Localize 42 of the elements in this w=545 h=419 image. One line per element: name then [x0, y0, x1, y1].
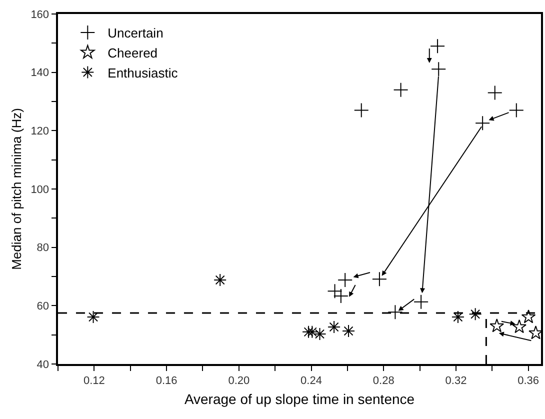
- point: [354, 102, 369, 118]
- point: [313, 327, 326, 340]
- x-tick-label: 0.12: [83, 374, 105, 387]
- point: [521, 310, 536, 324]
- point: [342, 324, 356, 338]
- point: [487, 85, 502, 100]
- x-tick-label: 0.28: [372, 374, 394, 387]
- point: [490, 318, 504, 332]
- point: [372, 272, 387, 287]
- point: [430, 38, 446, 54]
- y-tick-label: 80: [36, 242, 50, 254]
- point: [451, 310, 464, 324]
- y-axis-title: Median of pitch minima (Hz): [9, 108, 24, 270]
- point: [302, 325, 316, 338]
- point: [338, 272, 353, 288]
- y-tick-label: 120: [30, 126, 50, 138]
- x-tick-label: 0.20: [228, 374, 250, 387]
- point: [393, 82, 408, 98]
- y-tick-label: 140: [30, 67, 50, 80]
- y-tick-label: 100: [30, 184, 50, 196]
- legend-label: Cheered: [108, 45, 158, 60]
- x-tick-label: 0.36: [518, 374, 540, 387]
- point: [468, 308, 482, 321]
- x-tick-label: 0.32: [445, 374, 467, 387]
- point: [414, 294, 429, 310]
- point: [214, 274, 227, 286]
- x-axis-title: Average of up slope time in sentence: [184, 390, 415, 407]
- point: [475, 116, 490, 131]
- point: [431, 62, 446, 77]
- y-tick-label: 60: [36, 300, 50, 313]
- point: [512, 319, 526, 334]
- point: [306, 325, 319, 338]
- point: [86, 310, 100, 324]
- legend-label: Uncertain: [108, 26, 164, 41]
- y-tick-label: 40: [36, 358, 50, 371]
- point: [328, 320, 341, 334]
- x-tick-label: 0.16: [156, 374, 178, 387]
- legend-label: Enthusiastic: [108, 65, 178, 80]
- y-tick-label: 160: [30, 8, 50, 21]
- point: [508, 102, 524, 118]
- x-tick-label: 0.24: [300, 374, 322, 387]
- point: [388, 304, 403, 320]
